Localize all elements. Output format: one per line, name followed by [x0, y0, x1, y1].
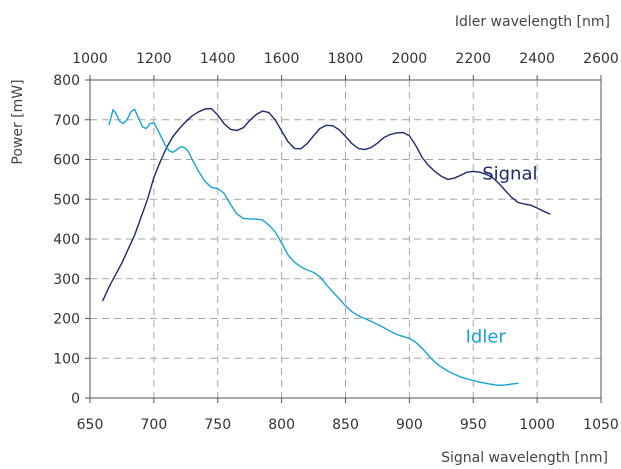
- y-axis-title: Power [mW]: [10, 79, 26, 164]
- x2-tick-label: 1400: [200, 51, 236, 67]
- y-tick-label: 400: [53, 232, 80, 248]
- grid: [90, 80, 601, 398]
- x2-tick-label: 2600: [583, 51, 619, 67]
- x-tick-label: 950: [460, 417, 487, 433]
- x-tick-label: 900: [396, 417, 423, 433]
- idler-series-label: Idler: [466, 326, 507, 347]
- x-tick-label: 850: [332, 417, 359, 433]
- x2-tick-label: 2400: [519, 51, 555, 67]
- series: Signal Idler: [102, 107, 551, 386]
- ticks: [85, 75, 602, 403]
- y-tick-label: 600: [53, 153, 80, 169]
- x-tick-labels: 650 700 750 800 850 900 950 1000 1050: [77, 417, 619, 433]
- y-tick-labels: 0 100 200 300 400 500 600 700 800: [53, 73, 80, 407]
- y-tick-label: 700: [53, 113, 80, 129]
- x2-tick-label: 1600: [264, 51, 300, 67]
- x-tick-label: 1000: [519, 417, 555, 433]
- x-tick-label: 1050: [583, 417, 619, 433]
- x2-tick-label: 1800: [328, 51, 364, 67]
- x2-axis-title: Idler wavelength [nm]: [455, 14, 610, 30]
- y-tick-label: 300: [53, 272, 80, 288]
- signal-series-label: Signal: [482, 163, 537, 184]
- x2-tick-label: 2200: [455, 51, 491, 67]
- y-tick-label: 0: [71, 391, 80, 407]
- x-tick-label: 700: [141, 417, 168, 433]
- x-axis-title: Signal wavelength [nm]: [441, 450, 608, 466]
- signal-series-line: [102, 107, 551, 302]
- y-tick-label: 500: [53, 192, 80, 208]
- y-tick-label: 200: [53, 312, 80, 328]
- y-tick-label: 100: [53, 351, 80, 367]
- x2-tick-label: 2000: [392, 51, 428, 67]
- x-tick-label: 650: [77, 417, 104, 433]
- x-tick-label: 800: [268, 417, 295, 433]
- x2-tick-label: 1000: [72, 51, 108, 67]
- x-tick-label: 750: [204, 417, 231, 433]
- x2-tick-label: 1200: [136, 51, 172, 67]
- y-tick-label: 800: [53, 73, 80, 89]
- idler-series-line: [108, 108, 519, 386]
- x2-tick-labels: 1000 1200 1400 1600 1800 2000 2200 2400 2600: [72, 51, 619, 67]
